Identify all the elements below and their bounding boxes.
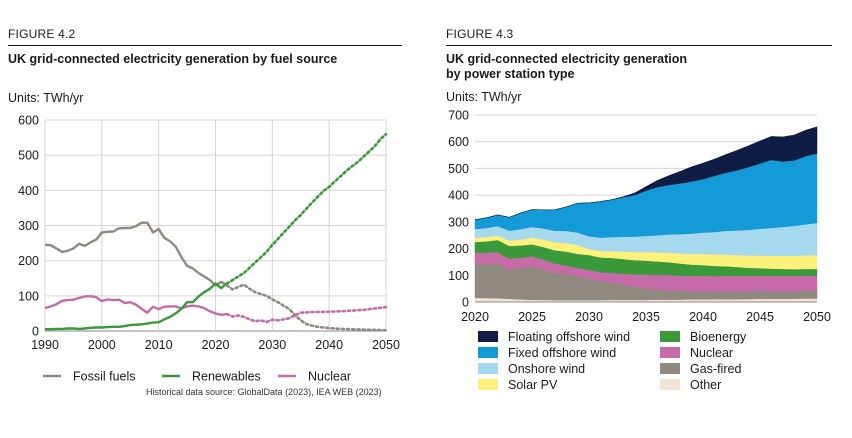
y-tick-label-0: 0 xyxy=(32,325,39,339)
x-tick-label-2010: 2010 xyxy=(145,338,173,352)
x-tick-label-2035: 2035 xyxy=(632,310,660,324)
figure-4-3-units: Units: TWh/yr xyxy=(446,90,522,104)
x-tick-label-2020: 2020 xyxy=(202,338,230,352)
line-fossil-fuels-projection xyxy=(225,283,388,332)
y-tick-label-500: 500 xyxy=(448,162,469,176)
figure-4-2-title-rule xyxy=(8,45,402,46)
y-tick-label-400: 400 xyxy=(448,189,469,203)
y-tick-label-0: 0 xyxy=(462,296,469,310)
x-tick-label-2050: 2050 xyxy=(803,310,831,324)
x-tick-label-2020: 2020 xyxy=(461,310,489,324)
legend-label-other: Other xyxy=(690,378,721,392)
y-tick-label-300: 300 xyxy=(18,219,39,233)
x-tick-label-2000: 2000 xyxy=(88,338,116,352)
figure-4-2-units: Units: TWh/yr xyxy=(8,91,84,105)
legend-label-bioenergy: Bioenergy xyxy=(690,330,747,344)
legend-label-renewables: Renewables xyxy=(192,370,261,384)
figure-4-3-title-line2: by power station type xyxy=(446,67,575,81)
legend-label-fixed-offshore-wind: Fixed offshore wind xyxy=(508,346,616,360)
legend-label-nuclear: Nuclear xyxy=(308,370,351,384)
x-tick-label-2040: 2040 xyxy=(689,310,717,324)
legend-swatch-gas-fired xyxy=(660,363,680,374)
line-nuclear-projection xyxy=(225,305,388,324)
figure-4-2-source: Historical data source: GlobalData (2023… xyxy=(146,387,382,397)
legend-swatch-bioenergy xyxy=(660,331,680,342)
x-tick-label-1990: 1990 xyxy=(31,338,59,352)
area-floating-offshore-wind xyxy=(474,126,818,220)
y-tick-label-700: 700 xyxy=(448,109,469,123)
legend-swatch-onshore-wind xyxy=(478,363,498,374)
legend-swatch-floating-offshore-wind xyxy=(478,331,498,342)
y-tick-label-400: 400 xyxy=(18,184,39,198)
y-tick-label-600: 600 xyxy=(448,135,469,149)
x-tick-label-2040: 2040 xyxy=(315,338,343,352)
line-fossil-fuels-historical xyxy=(44,221,228,287)
figure-4-2-title: UK grid-connected electricity generation… xyxy=(8,52,338,66)
y-tick-label-200: 200 xyxy=(18,254,39,268)
legend-label-floating-offshore-wind: Floating offshore wind xyxy=(508,330,630,344)
legend-label-fossil-fuels: Fossil fuels xyxy=(73,370,136,384)
x-tick-label-2045: 2045 xyxy=(746,310,774,324)
line-nuclear-historical xyxy=(44,295,228,316)
x-tick-label-2025: 2025 xyxy=(518,310,546,324)
y-tick-label-500: 500 xyxy=(18,149,39,163)
y-tick-label-300: 300 xyxy=(448,215,469,229)
y-tick-label-600: 600 xyxy=(18,114,39,128)
legend-label-solar-pv: Solar PV xyxy=(508,378,558,392)
figure-4-2-label: FIGURE 4.2 xyxy=(8,27,76,41)
figure-4-3-title-line1: UK grid-connected electricity generation xyxy=(446,52,688,66)
legend-label-gas-fired: Gas-fired xyxy=(690,362,741,376)
legend-swatch-other xyxy=(660,379,680,390)
x-tick-label-2030: 2030 xyxy=(575,310,603,324)
figure-4-3-title-rule xyxy=(446,45,832,46)
figure-4-3-label: FIGURE 4.3 xyxy=(446,27,514,41)
x-tick-label-2030: 2030 xyxy=(258,338,286,352)
legend-label-nuclear: Nuclear xyxy=(690,346,733,360)
line-renewables-historical xyxy=(45,282,228,331)
legend-swatch-nuclear xyxy=(660,347,680,358)
legend-swatch-fixed-offshore-wind xyxy=(478,347,498,358)
y-tick-label-100: 100 xyxy=(18,289,39,303)
x-tick-label-2050: 2050 xyxy=(372,338,400,352)
y-tick-label-100: 100 xyxy=(448,269,469,283)
legend-label-onshore-wind: Onshore wind xyxy=(508,362,585,376)
y-tick-label-200: 200 xyxy=(448,242,469,256)
legend-swatch-solar-pv xyxy=(478,379,498,390)
line-renewables-projection xyxy=(225,132,388,285)
